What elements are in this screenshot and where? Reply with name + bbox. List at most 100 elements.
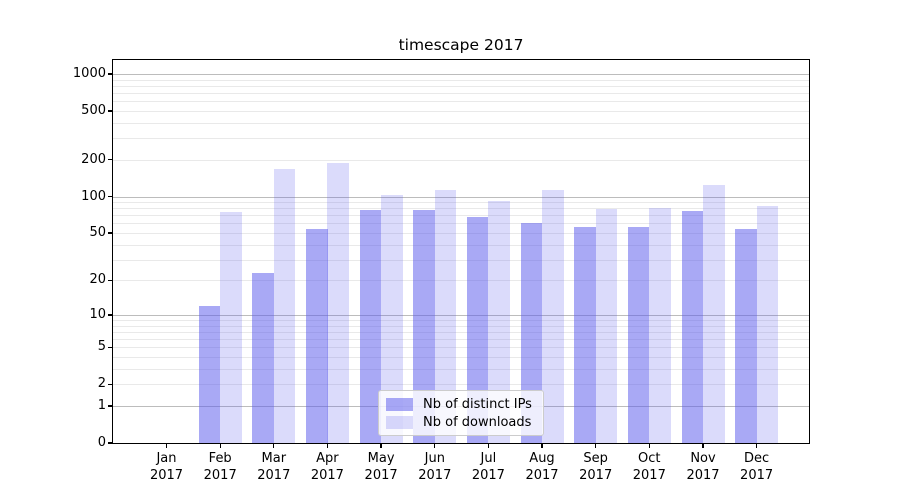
gridline-minor [113, 233, 809, 234]
gridline-minor [113, 202, 809, 204]
x-axis-tick-year: 2017 [149, 467, 184, 483]
x-axis-tick [165, 443, 168, 448]
y-axis-tick-label: 2 [97, 376, 106, 392]
x-axis-tick-year: 2017 [686, 467, 720, 483]
x-axis-tick-label: Jul 2017 [456, 451, 520, 484]
bar-downloads [595, 209, 618, 443]
y-axis-tick-label: 50 [89, 225, 106, 240]
x-axis-tick-label: Mar 2017 [242, 451, 306, 484]
gridline-major [113, 196, 809, 198]
x-axis-tick-year: 2017 [471, 467, 505, 483]
gridline-minor [113, 325, 809, 327]
gridline-minor [113, 320, 809, 321]
x-axis-tick-year: 2017 [418, 467, 452, 483]
x-axis-tick [434, 443, 436, 448]
y-axis-tick [108, 159, 113, 161]
bar-distinct-ips [735, 229, 757, 443]
x-axis-tick-label: Sep 2017 [564, 451, 628, 484]
x-axis-tick [380, 443, 382, 448]
x-axis-tick-label: May 2017 [349, 451, 413, 484]
x-axis-tick [702, 443, 704, 448]
bar-distinct-ips [359, 209, 382, 443]
bar-distinct-ips [413, 210, 435, 443]
x-axis-tick-year: 2017 [525, 467, 559, 483]
gridline-major [113, 74, 809, 75]
bar-distinct-ips [681, 211, 703, 443]
y-axis-tick-label: 5 [97, 339, 106, 355]
x-axis-tick-label: Oct 2017 [617, 451, 681, 484]
legend-item-distinct-ips: Nb of distinct IPs [386, 397, 535, 412]
gridline-minor [113, 369, 809, 370]
y-axis-tick-label: 100 [81, 188, 106, 204]
x-axis-tick [219, 443, 221, 448]
x-axis-tick [273, 443, 275, 448]
x-axis-tick [595, 443, 597, 448]
gridline-minor [113, 223, 809, 225]
gridline-minor [113, 384, 809, 386]
x-axis-tick-year: 2017 [740, 467, 774, 483]
y-axis-tick [108, 73, 113, 75]
x-axis-tick-year: 2017 [632, 467, 666, 483]
chart-title: timescape 2017 [398, 36, 524, 54]
bar-distinct-ips [574, 227, 596, 443]
legend-label-distinct-ips: Nb of distinct IPs [423, 396, 532, 412]
bar-downloads [542, 190, 564, 443]
bar-downloads [703, 185, 725, 443]
x-axis-tick-label: Dec 2017 [725, 451, 789, 484]
bar-downloads [488, 200, 510, 443]
y-axis-tick [108, 232, 113, 234]
y-axis-tick-label: 0 [97, 435, 106, 450]
x-axis-tick-year: 2017 [310, 467, 344, 483]
bar-downloads [327, 162, 349, 443]
gridline-minor [113, 244, 809, 246]
gridline-major [113, 314, 809, 316]
y-axis-tick-label: 10 [89, 306, 106, 322]
gridline-minor [113, 85, 809, 87]
gridline-minor [113, 101, 809, 103]
x-axis-tick [326, 443, 329, 448]
x-axis-tick [541, 443, 543, 448]
gridline-minor [113, 259, 809, 261]
y-axis-tick-label: 1000 [72, 66, 106, 81]
x-axis-tick-year: 2017 [579, 467, 613, 483]
x-axis-tick-label: Nov 2017 [671, 451, 735, 484]
bar-distinct-ips [627, 227, 650, 443]
bar-downloads [649, 208, 671, 443]
y-axis-tick-label: 20 [89, 272, 106, 288]
bar-distinct-ips [466, 216, 489, 443]
bar-distinct-ips [306, 229, 328, 443]
gridline-minor [113, 347, 809, 349]
gridline-minor [113, 215, 809, 217]
x-axis-tick-year: 2017 [257, 467, 291, 483]
y-axis-tick-label: 500 [81, 103, 106, 118]
y-axis-tick [108, 279, 113, 282]
gridline-minor [113, 138, 809, 140]
gridline-minor [113, 339, 809, 341]
legend-label-downloads: Nb of downloads [423, 414, 532, 430]
x-axis-tick-label: Apr 2017 [295, 451, 359, 484]
y-axis-tick [108, 195, 113, 198]
bar-downloads [756, 205, 779, 443]
bar-downloads [381, 194, 403, 443]
legend-item-downloads: Nb of downloads [386, 415, 535, 430]
legend-swatch-downloads [386, 415, 413, 429]
legend-swatch-distinct-ips [386, 397, 413, 411]
bar-distinct-ips [520, 223, 543, 443]
bar-distinct-ips [198, 306, 221, 443]
bar-downloads [273, 169, 296, 443]
gridline-minor [113, 93, 809, 94]
x-axis-tick-year: 2017 [203, 467, 237, 483]
gridline-minor [113, 208, 809, 210]
x-axis-tick-year: 2017 [364, 467, 398, 483]
bar-downloads [434, 190, 457, 443]
y-axis-tick-label: 200 [81, 151, 106, 167]
legend: Nb of distinct IPs Nb of downloads [378, 390, 544, 436]
y-axis-tick [108, 405, 113, 407]
gridline-minor [113, 111, 809, 112]
y-axis-tick [108, 346, 113, 348]
y-axis-tick [108, 383, 113, 385]
x-axis-tick-label: Aug 2017 [510, 451, 574, 484]
x-axis-tick-label: Jan 2017 [135, 451, 199, 484]
gridline-minor [113, 159, 809, 161]
gridline-minor [113, 79, 809, 81]
